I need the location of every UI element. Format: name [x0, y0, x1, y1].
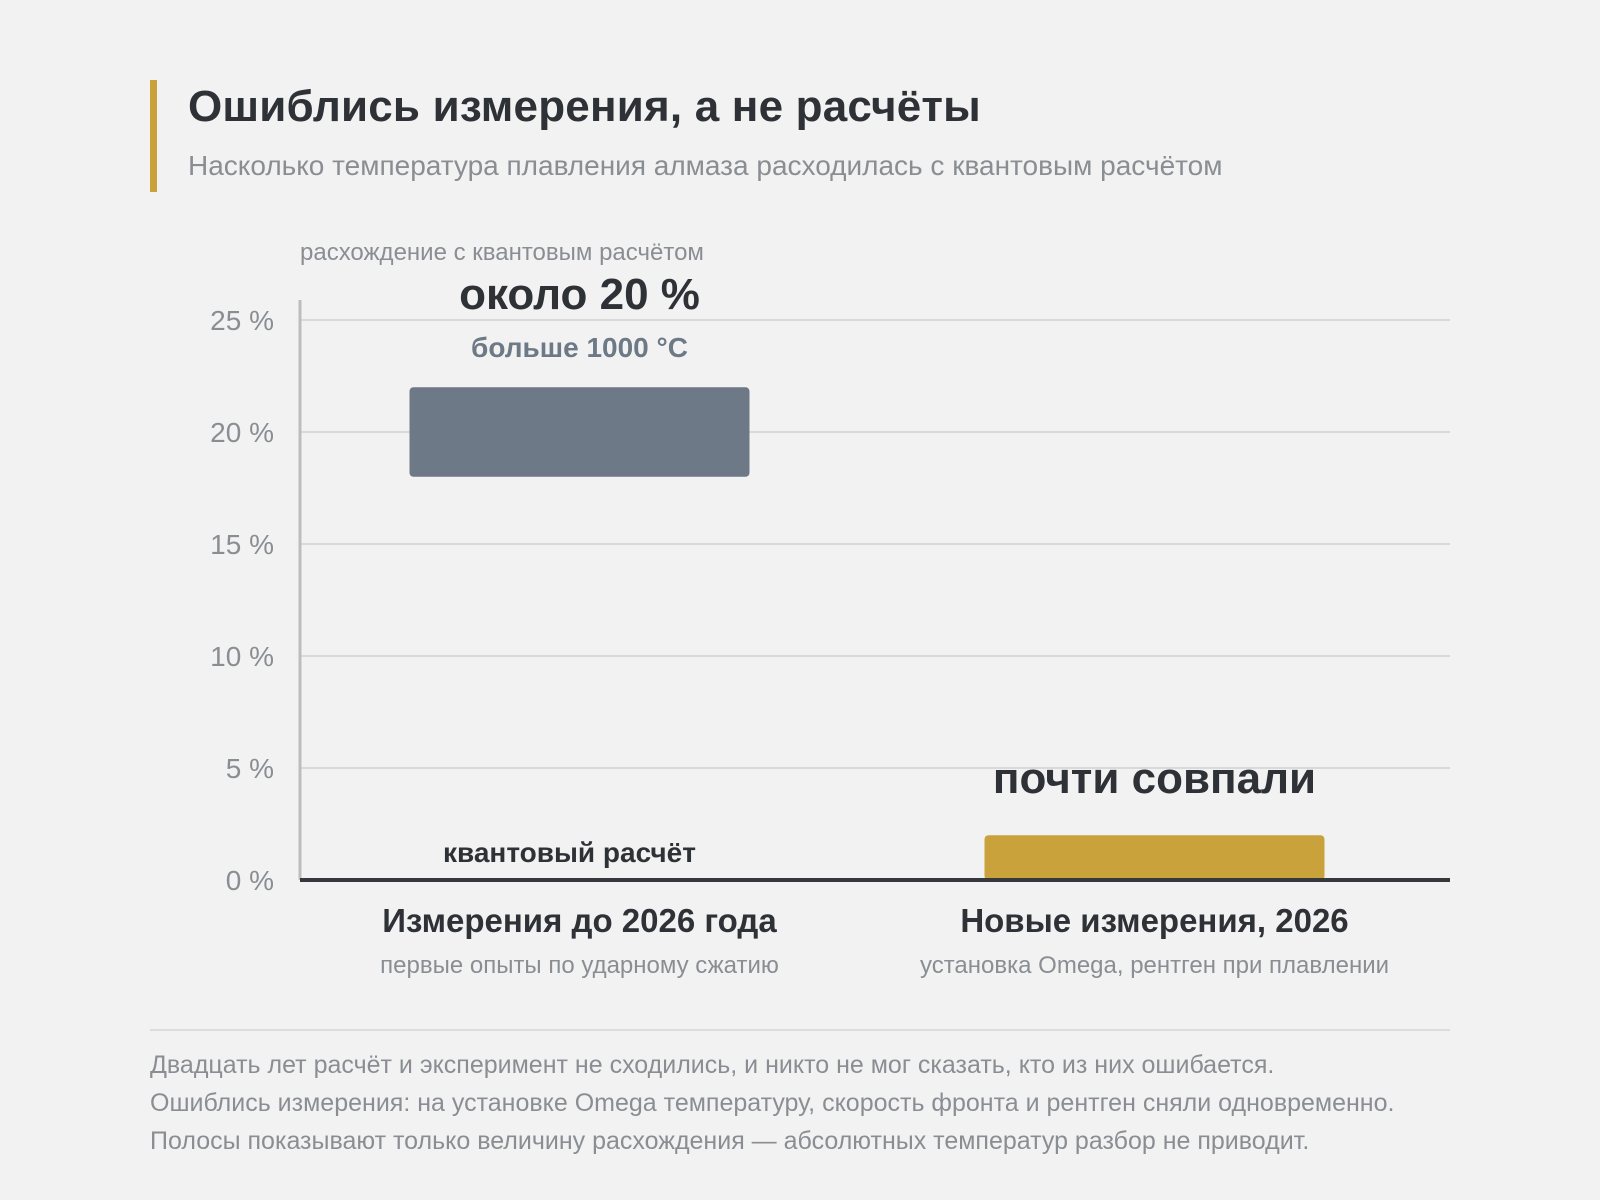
note-line: Полосы показывают только величину расхож… — [150, 1127, 1310, 1155]
note-line: Ошиблись измерения: на установке Omega т… — [150, 1089, 1395, 1117]
chart-title: Ошиблись измерения, а не расчёты — [188, 82, 981, 131]
x-category-sublabel: первые опыты по ударному сжатию — [380, 952, 779, 979]
note-line: Двадцать лет расчёт и эксперимент не схо… — [150, 1051, 1275, 1079]
y-tick-label: 10 % — [210, 641, 274, 672]
y-tick-label: 20 % — [210, 417, 274, 448]
bar-chart: расхождение с квантовым расчётом 0 % 5 % 10… — [210, 239, 1450, 979]
bar — [984, 835, 1325, 880]
y-tick-label: 25 % — [210, 305, 274, 336]
baseline-label: квантовый расчёт — [443, 837, 696, 868]
chart-header: Ошиблись измерения, а не расчёты Насколь… — [150, 80, 1450, 192]
bar-value-label: около 20 % — [459, 270, 700, 319]
y-tick-label: 15 % — [210, 529, 274, 560]
y-tick-label: 5 % — [226, 753, 274, 784]
chart-subtitle: Насколько температура плавления алмаза р… — [188, 150, 1223, 181]
footer-notes: Двадцать лет расчёт и эксперимент не схо… — [150, 1046, 1590, 1160]
x-category-label: Новые измерения, 2026 — [960, 902, 1348, 939]
footer-divider — [150, 1029, 1450, 1031]
y-tick-label: 0 % — [226, 865, 274, 896]
bar — [409, 387, 750, 477]
x-category-label: Измерения до 2026 года — [382, 902, 777, 939]
bar-value-label: почти совпали — [993, 754, 1316, 803]
bar-value-sublabel: больше 1000 °C — [471, 332, 688, 363]
x-category-sublabel: установка Omega, рентген при плавлении — [920, 952, 1389, 979]
y-axis-title: расхождение с квантовым расчётом — [300, 239, 704, 266]
